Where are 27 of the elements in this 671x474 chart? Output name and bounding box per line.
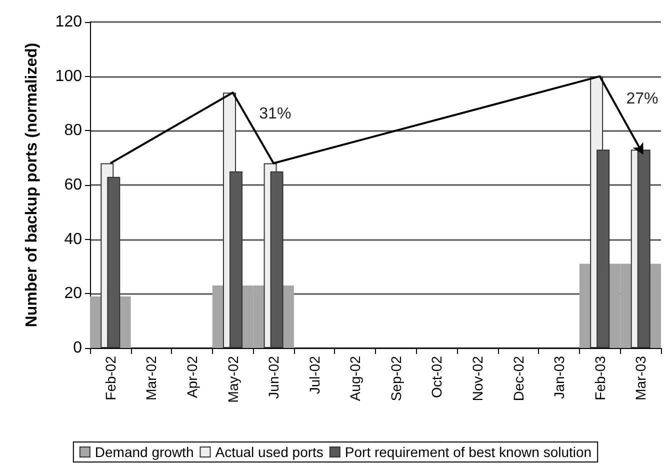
legend-label: Demand growth (94, 444, 194, 460)
x-tick-label: Aug-02 (347, 356, 364, 402)
x-tick-label: Feb-03 (592, 356, 608, 400)
y-tick-label: 80 (64, 122, 82, 140)
x-tick-label: May-02 (224, 356, 241, 403)
annotation: 31% (259, 105, 292, 122)
y-tick-label: 0 (73, 340, 82, 356)
legend-label: Actual used ports (215, 444, 324, 460)
legend-label: Port requirement of best known solution (344, 444, 592, 460)
x-tick-label: Sep-02 (388, 356, 404, 402)
annotation: 27% (626, 90, 658, 108)
y-tick-label: 20 (64, 285, 82, 302)
x-tick-label: Apr-02 (184, 356, 200, 398)
y-tick-label: 100 (55, 68, 82, 85)
x-tick-label: Mar-03 (632, 356, 649, 400)
y-tick-label: 120 (55, 14, 82, 30)
x-tick-label: Feb-02 (102, 356, 118, 400)
x-tick-label: Jul-02 (306, 356, 322, 394)
y-axis-title: Number of backup ports (normalized) (24, 42, 40, 328)
y-tick-label: 60 (64, 176, 82, 194)
x-tick-label: Mar-02 (143, 356, 160, 400)
x-tick-label: Jun-02 (266, 356, 282, 399)
x-tick-label: Oct-02 (428, 356, 445, 398)
x-tick-label: Jan-03 (551, 356, 568, 399)
x-tick-label: Dec-02 (510, 356, 526, 402)
x-tick-label: Nov-02 (469, 356, 486, 402)
y-tick-label: 40 (64, 230, 82, 248)
